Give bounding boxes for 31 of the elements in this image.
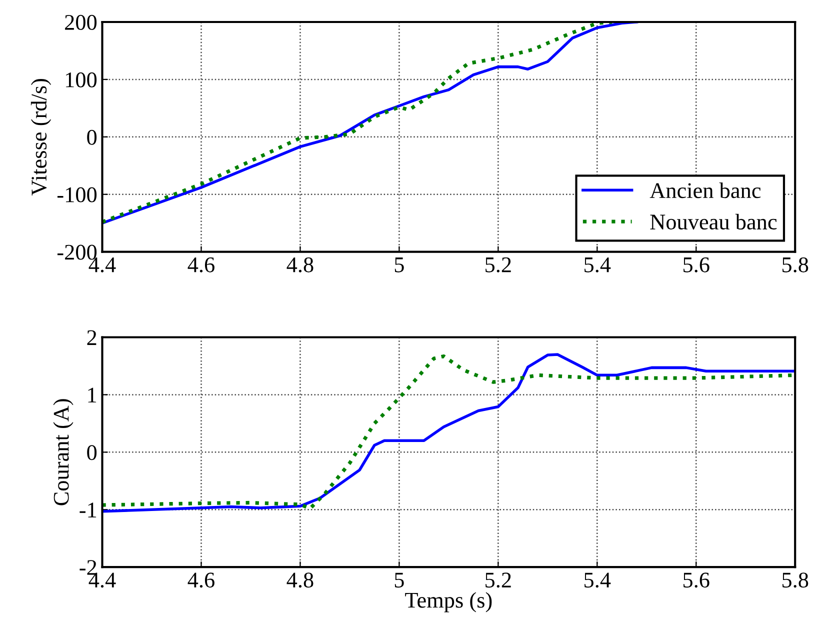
x-tick-label: 4.6 <box>188 572 214 588</box>
y-axis-title: Vitesse (rd/s) <box>30 78 52 196</box>
x-tick-label: 4.8 <box>286 257 314 272</box>
y-tick-label: 0 <box>87 445 97 460</box>
x-tick-label: 5 <box>394 258 404 272</box>
x-tick-label: 5.4 <box>584 257 611 272</box>
x-tick-label: 5.4 <box>584 572 611 588</box>
y-tick-label: -1 <box>80 502 96 518</box>
x-tick-label: 5.2 <box>486 257 511 272</box>
y-tick-label: 100 <box>66 72 97 88</box>
x-tick-label: 5.6 <box>684 572 710 588</box>
y-tick-label: -2 <box>80 560 96 575</box>
x-tick-label: 5.8 <box>782 572 808 588</box>
y-tick-label: 200 <box>65 14 97 30</box>
x-tick-label: 5 <box>394 572 404 588</box>
x-tick-label: 5.2 <box>486 572 511 588</box>
x-tick-label: 4.6 <box>188 257 214 272</box>
y-tick-label: -100 <box>57 187 97 202</box>
y-axis-title: Courant (A) <box>53 399 74 506</box>
y-tick-label: 0 <box>87 130 97 145</box>
x-tick-label: 5.8 <box>782 257 808 272</box>
x-axis-title: Temps (s) <box>405 592 492 612</box>
x-tick-label: 4.8 <box>286 572 314 588</box>
x-tick-label: 4.4 <box>88 572 116 588</box>
x-tick-label: 4.4 <box>88 257 116 272</box>
legend-label: Ancien banc <box>650 182 761 198</box>
x-tick-label: 5.6 <box>684 257 710 272</box>
legend-label: Nouveau banc <box>650 214 777 230</box>
y-tick-label: 2 <box>87 330 96 345</box>
y-tick-label: 1 <box>88 388 96 402</box>
y-tick-label: -200 <box>57 244 97 260</box>
